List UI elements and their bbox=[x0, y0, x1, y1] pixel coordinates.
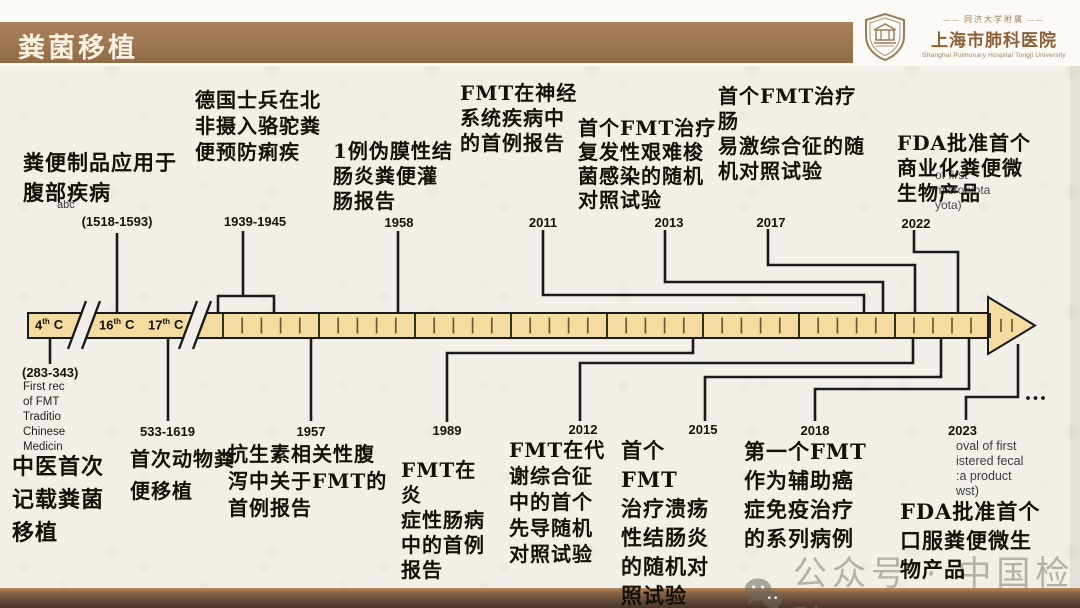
event-english-283: First rec of FMT Traditio Chinese Medici… bbox=[23, 381, 66, 453]
ellipsis-dots bbox=[1033, 396, 1038, 400]
event-title-1939: 德国士兵在北 非摄入骆驼粪 便预防痢疾 bbox=[195, 88, 321, 164]
event-title-2022: FDA批准首个 商业化粪便微 生物产品 bbox=[897, 131, 1032, 205]
wechat-icon bbox=[744, 578, 783, 608]
event-title-2023: FDA批准首个 口服粪便微生 物产品 bbox=[900, 499, 1041, 582]
event-title-1518: 粪便制品应用于 腹部疾病 bbox=[23, 150, 177, 205]
page-title: 粪菌移植 bbox=[18, 33, 138, 64]
event-title-2013: 首个FMT治疗 复发性艰难梭 菌感染的随机 对照试验 bbox=[578, 116, 717, 212]
event-year-283: (283-343) bbox=[22, 365, 79, 380]
event-year-2015: 2015 bbox=[688, 422, 718, 437]
event-note-abc: abc bbox=[57, 199, 75, 211]
event-title-1958: 1例伪膜性结 肠炎粪便灌 肠报告 bbox=[333, 139, 453, 213]
slide-right-edge bbox=[1070, 66, 1080, 588]
event-year-2012: 2012 bbox=[568, 422, 598, 437]
hospital-emblem-icon bbox=[865, 12, 905, 62]
event-year-2023: 2023 bbox=[948, 423, 977, 438]
event-year-1518: (1518-1593) bbox=[81, 214, 153, 229]
event-year-2017: 2017 bbox=[756, 215, 786, 230]
event-year-2018: 2018 bbox=[800, 423, 830, 438]
event-year-2022: 2022 bbox=[901, 216, 931, 231]
event-year-1958: 1958 bbox=[384, 215, 414, 230]
event-title-283: 中医首次 记载粪菌 移植 bbox=[12, 454, 105, 546]
event-title-2011: FMT在神经 系统疾病中 的首例报告 bbox=[460, 81, 578, 155]
logo-hospital-name: 上海市肺科医院 bbox=[931, 31, 1057, 51]
event-year-2013: 2013 bbox=[654, 215, 684, 230]
event-title-1989: FMT在炎 症性肠病 中的首例 报告 bbox=[401, 458, 485, 582]
watermark: 公众号 · 中国检验 bbox=[742, 546, 1080, 608]
event-ghost-text-2023: oval of first istered fecal :a product w… bbox=[956, 439, 1024, 498]
event-ghost-text-2022: of first microbiota yota) bbox=[935, 168, 991, 212]
event-year-533: 533-1619 bbox=[140, 424, 195, 439]
event-year-1957: 1957 bbox=[296, 424, 326, 439]
axis-label-4thc: 4th C bbox=[35, 317, 64, 333]
ellipsis-dots bbox=[1041, 396, 1045, 400]
event-title-533: 首次动物粪 便移植 bbox=[130, 447, 235, 503]
event-year-1989: 1989 bbox=[432, 423, 462, 438]
axis-label-17thc: 17th C bbox=[148, 317, 184, 333]
event-title-2018: 第一个FMT 作为辅助癌 症免疫治疗 的系列病例 bbox=[744, 439, 867, 551]
event-title-2015: 首个FMT 治疗溃疡 性结肠炎 的随机对 照试验 bbox=[621, 438, 709, 608]
event-title-2017: 首个FMT治疗肠 易激综合征的随 机对照试验 bbox=[718, 84, 865, 183]
event-title-2012: FMT在代 谢综合征 中的首个 先导随机 对照试验 bbox=[509, 438, 606, 566]
header-bar bbox=[0, 22, 853, 63]
logo-affiliation: 同济大学附属 bbox=[914, 14, 1074, 25]
logo-english-name: Shanghai Pulmonary Hospital Tongji Unive… bbox=[922, 52, 1066, 59]
ellipsis-dots bbox=[1026, 396, 1030, 400]
watermark-text: 公众号 · 中国检验 bbox=[793, 554, 1075, 608]
event-year-2011: 2011 bbox=[528, 215, 558, 230]
footer-bar bbox=[0, 588, 1080, 608]
event-title-1957: 抗生素相关性腹 泻中关于FMT的 首例报告 bbox=[228, 442, 388, 520]
hospital-logo: 同济大学附属 上海市肺科医院 Shanghai Pulmonary Hospit… bbox=[858, 10, 1076, 64]
event-year-1939: 1939-1945 bbox=[223, 214, 287, 229]
axis-label-16thc: 16th C bbox=[99, 317, 135, 333]
